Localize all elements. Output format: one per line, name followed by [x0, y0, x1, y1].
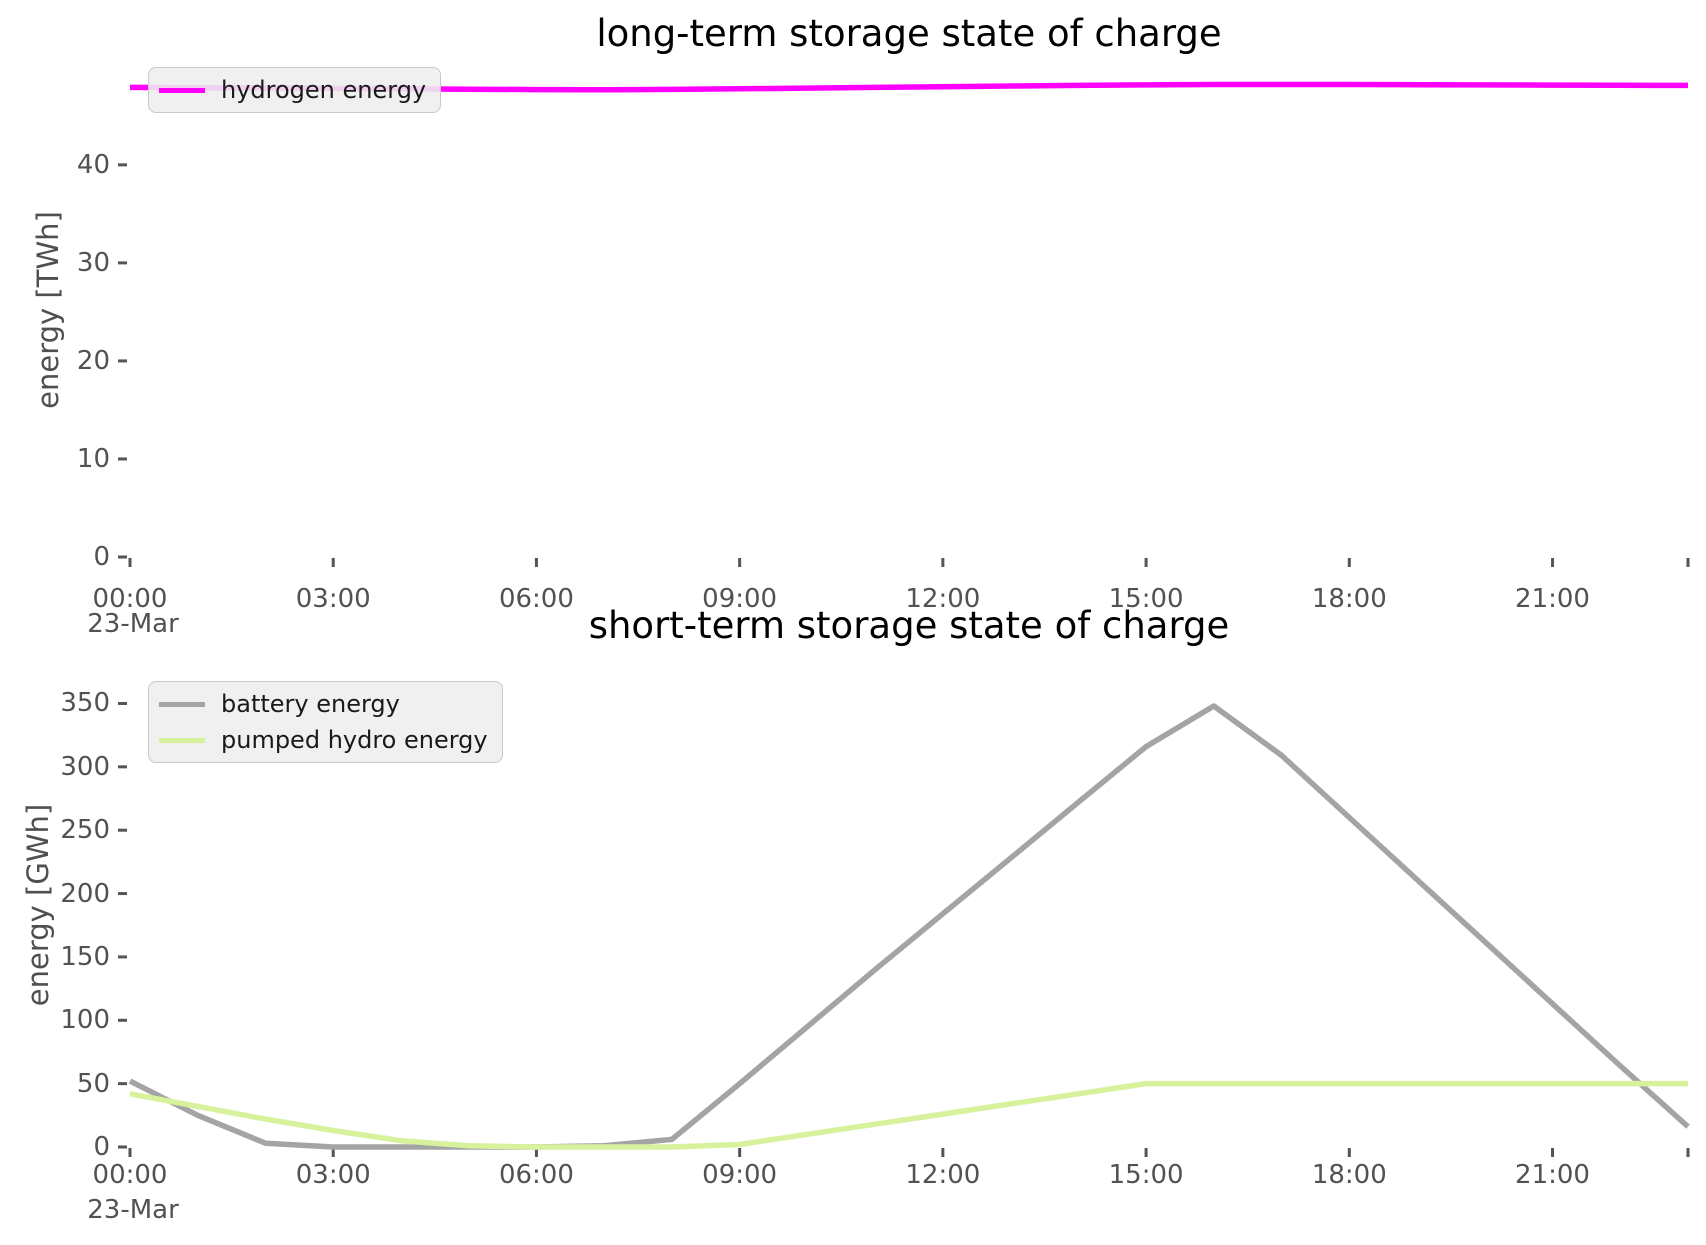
legend-short-term: battery energy pumped hydro energy — [148, 681, 503, 763]
x-tick-label: 06:00 — [498, 584, 574, 614]
legend-label-battery: battery energy — [221, 690, 400, 718]
legend-long-term: hydrogen energy — [148, 67, 442, 113]
x-tick-label: 03:00 — [295, 1160, 371, 1190]
battery-line-swatch — [159, 701, 205, 707]
chart-title-short-term: short-term storage state of charge — [588, 604, 1230, 647]
y-tick-label: 300 — [60, 751, 110, 782]
y-tick-label: 40 — [76, 149, 110, 180]
y-tick-label: 350 — [60, 688, 110, 719]
x-tick-label: 03:00 — [295, 584, 371, 614]
y-tick-label: 50 — [76, 1068, 110, 1099]
x-tick-label: 18:00 — [1311, 1160, 1387, 1190]
y-tick-label: 20 — [76, 345, 110, 376]
y-tick-label: 100 — [60, 1005, 110, 1036]
series-line-battery-energy — [128, 703, 1690, 1150]
y-tick-label: 10 — [76, 443, 110, 474]
x-axis-date-label-bottom: 23-Mar — [87, 1195, 179, 1225]
legend-item-pumped-hydro: pumped hydro energy — [159, 722, 488, 758]
x-tick-label: 00:00 — [92, 1160, 168, 1190]
x-tick-label: 21:00 — [1515, 1160, 1590, 1190]
x-tick-label: 06:00 — [498, 1160, 574, 1190]
x-tick-label: 09:00 — [702, 1160, 778, 1190]
x-tick-label: 15:00 — [1108, 1160, 1184, 1190]
legend-item-hydrogen: hydrogen energy — [159, 72, 426, 108]
x-tick-label: 15:00 — [1108, 584, 1184, 614]
x-axis-date-label-top: 23-Mar — [87, 609, 179, 639]
legend-label-hydrogen: hydrogen energy — [221, 76, 427, 104]
x-tick-label: 00:00 — [92, 584, 168, 614]
x-tick-label: 12:00 — [905, 1160, 981, 1190]
x-tick-label: 21:00 — [1515, 584, 1590, 614]
y-tick-label: 150 — [60, 941, 110, 972]
y-tick-label: 30 — [76, 247, 110, 278]
x-tick-label: 18:00 — [1311, 584, 1387, 614]
y-tick-label: 0 — [93, 542, 110, 572]
y-tick-label: 200 — [60, 878, 110, 909]
legend-item-battery: battery energy — [159, 686, 488, 722]
pumped-hydro-line-swatch — [159, 737, 205, 743]
series-line-pumped-hydro-energy — [129, 1080, 1688, 1150]
x-tick-label: 12:00 — [905, 584, 981, 614]
chart-title-long-term: long-term storage state of charge — [596, 12, 1222, 55]
legend-label-pumped-hydro: pumped hydro energy — [221, 726, 488, 754]
y-tick-label: 0 — [93, 1132, 110, 1162]
x-tick-label: 09:00 — [702, 584, 778, 614]
y-tick-label: 250 — [60, 815, 110, 846]
hydrogen-line-swatch — [159, 87, 205, 93]
